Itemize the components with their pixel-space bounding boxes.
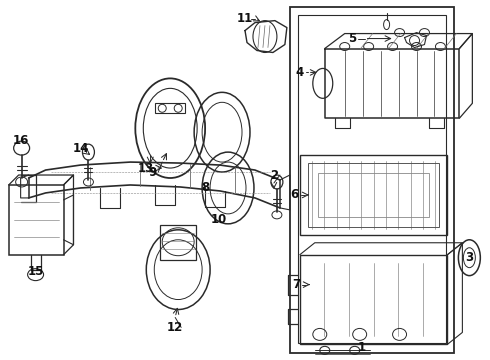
Text: 12: 12 <box>167 321 183 334</box>
Text: 9: 9 <box>148 166 156 179</box>
Bar <box>9 185 64 255</box>
Text: 5: 5 <box>347 32 356 45</box>
Bar <box>290 7 454 353</box>
Text: 13: 13 <box>138 162 154 175</box>
Bar <box>300 155 447 235</box>
Bar <box>160 225 196 260</box>
Text: 14: 14 <box>73 141 89 155</box>
Text: 16: 16 <box>12 134 29 147</box>
Text: 15: 15 <box>27 265 44 278</box>
Bar <box>298 15 446 343</box>
Bar <box>308 163 440 227</box>
Text: 8: 8 <box>201 181 209 194</box>
Bar <box>300 255 447 345</box>
Text: 3: 3 <box>466 251 473 264</box>
Text: 6: 6 <box>291 188 299 202</box>
Text: 10: 10 <box>211 213 227 226</box>
Text: 1: 1 <box>358 341 366 354</box>
Text: 2: 2 <box>270 168 278 181</box>
Text: 11: 11 <box>237 12 253 25</box>
Bar <box>155 103 185 113</box>
Bar <box>318 173 429 217</box>
Text: 7: 7 <box>292 278 300 291</box>
Text: 4: 4 <box>296 66 304 79</box>
